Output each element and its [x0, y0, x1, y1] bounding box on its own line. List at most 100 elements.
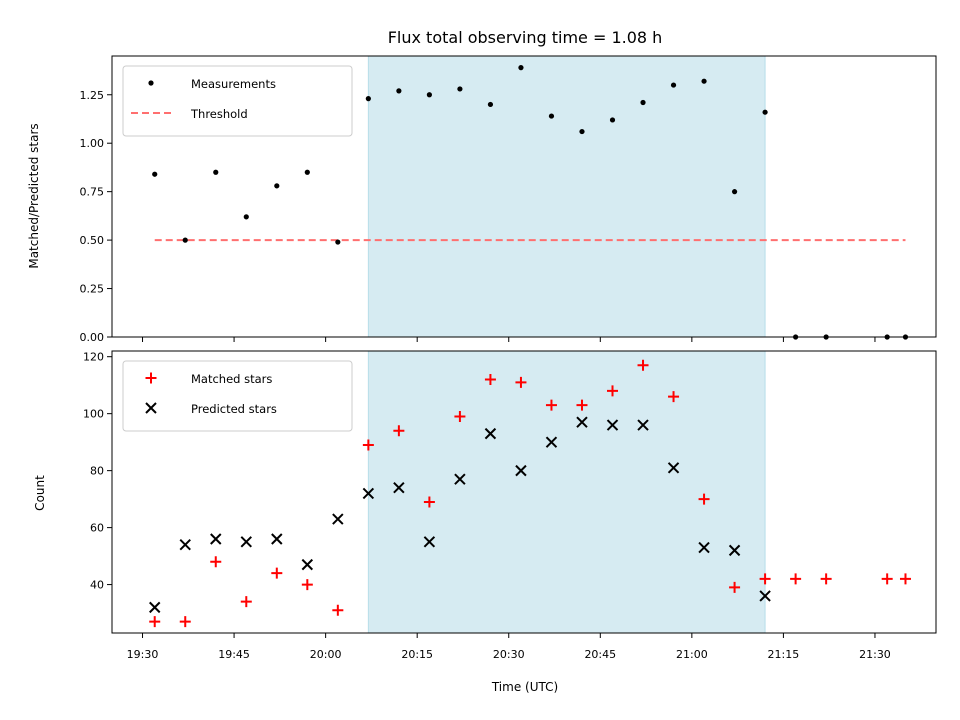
bottom-y-axis-label: Count — [33, 475, 47, 511]
x-tick-label: 21:15 — [768, 648, 800, 661]
data-point-dot — [365, 96, 371, 102]
data-point-x — [301, 558, 314, 571]
data-point-x — [271, 533, 283, 545]
data-point-plus — [881, 573, 893, 585]
legend-marker — [145, 402, 157, 414]
data-point-plus — [301, 579, 313, 591]
data-point-plus — [362, 439, 374, 451]
legend: Measurements Threshold — [122, 65, 353, 137]
x-tick-label: 20:00 — [310, 648, 342, 661]
data-point-x — [484, 427, 497, 440]
data-point-plus — [484, 373, 496, 385]
data-point-dot — [701, 78, 707, 84]
y-tick-label: 60 — [90, 522, 104, 535]
data-point-dot — [304, 169, 310, 175]
legend-box — [122, 65, 353, 137]
x-tick-label: 21:30 — [859, 648, 891, 661]
data-point-plus — [271, 567, 283, 579]
data-point-plus — [820, 573, 832, 585]
y-tick-label: 0.50 — [80, 234, 105, 247]
y-tick-label: 1.25 — [80, 89, 105, 102]
data-point-x — [393, 482, 405, 494]
data-point-plus — [515, 376, 527, 388]
y-tick-label: 1.00 — [80, 137, 105, 150]
y-tick-label: 0.25 — [80, 283, 105, 296]
data-point-x — [667, 462, 680, 474]
y-tick-label: 0.00 — [80, 331, 105, 344]
data-point-dot — [274, 183, 280, 189]
y-tick-label: 40 — [90, 579, 104, 592]
data-point-dot — [548, 113, 555, 119]
data-point-plus — [576, 399, 588, 411]
data-point-dot — [670, 82, 677, 88]
y-tick-label: 100 — [83, 408, 104, 421]
data-point-plus — [149, 616, 161, 628]
data-point-dot — [213, 169, 219, 175]
data-point-dot — [762, 109, 768, 115]
data-point-plus — [698, 493, 710, 505]
data-point-plus — [210, 556, 222, 568]
axes-frame — [111, 55, 937, 338]
x-tick-label: 20:30 — [493, 648, 525, 661]
y-tick-label: 120 — [83, 351, 104, 364]
x-tick-label: 19:30 — [127, 648, 159, 661]
data-point-x — [576, 416, 588, 428]
top-y-axis-label: Matched/Predicted stars — [27, 123, 41, 268]
data-point-dot — [152, 171, 158, 177]
data-point-dot — [457, 86, 463, 92]
data-point-x — [698, 541, 710, 554]
data-point-plus — [240, 596, 252, 608]
data-point-x — [240, 536, 252, 548]
legend-label: Predicted stars — [191, 402, 277, 416]
data-point-x — [545, 436, 558, 448]
data-point-x — [149, 601, 161, 614]
data-point-x — [454, 473, 466, 485]
data-point-plus — [668, 391, 680, 403]
data-point-plus — [393, 425, 405, 437]
data-point-x — [362, 487, 375, 500]
data-point-dot — [335, 239, 341, 245]
legend-label: Matched stars — [191, 372, 272, 386]
bottom-panel: Count Time (UTC) 40 60 80 100 120 19:30 19:45 2… — [33, 350, 937, 694]
data-point-plus — [332, 604, 344, 616]
legend-box — [122, 360, 353, 432]
data-point-plus — [607, 385, 619, 397]
legend-label: Threshold — [190, 107, 248, 121]
x-axis-label: Time (UTC) — [491, 680, 558, 694]
data-point-plus — [179, 616, 191, 628]
data-point-x — [332, 513, 344, 525]
data-point-dot — [182, 237, 188, 243]
data-point-dot — [487, 101, 494, 108]
data-point-x — [728, 544, 741, 557]
top-plot-area: 0.00 0.25 0.50 0.75 1.00 1.25 Measurements Thre… — [80, 55, 937, 344]
data-point-x — [759, 590, 771, 602]
data-point-x — [210, 533, 222, 545]
data-point-plus — [637, 359, 649, 371]
data-point-x — [515, 464, 527, 477]
x-tick-label: 20:15 — [401, 648, 433, 661]
data-point-plus — [423, 496, 435, 508]
chart-title: Flux total observing time = 1.08 h — [388, 28, 663, 47]
x-tick-label: 20:45 — [584, 648, 616, 661]
data-point-dot — [396, 88, 402, 94]
legend-label: Measurements — [191, 77, 276, 91]
data-point-dot — [609, 117, 616, 123]
data-point-x — [423, 536, 436, 548]
data-point-plus — [899, 573, 911, 585]
data-point-dot — [426, 92, 432, 98]
legend-marker — [148, 80, 154, 86]
data-point-dot — [579, 128, 585, 135]
data-point-dot — [518, 65, 524, 71]
data-point-plus — [454, 411, 466, 423]
data-point-plus — [759, 573, 771, 585]
data-point-x — [606, 419, 619, 431]
data-point-dot — [640, 99, 646, 106]
legend-marker — [145, 372, 157, 384]
legend: Matched stars Predicted stars — [122, 360, 353, 432]
x-tick-label: 21:00 — [676, 648, 708, 661]
data-point-plus — [790, 573, 802, 585]
data-point-dot — [731, 189, 738, 195]
top-panel: Matched/Predicted stars 0.00 0.25 0.50 0.75… — [27, 55, 937, 344]
y-tick-label: 80 — [90, 465, 104, 478]
